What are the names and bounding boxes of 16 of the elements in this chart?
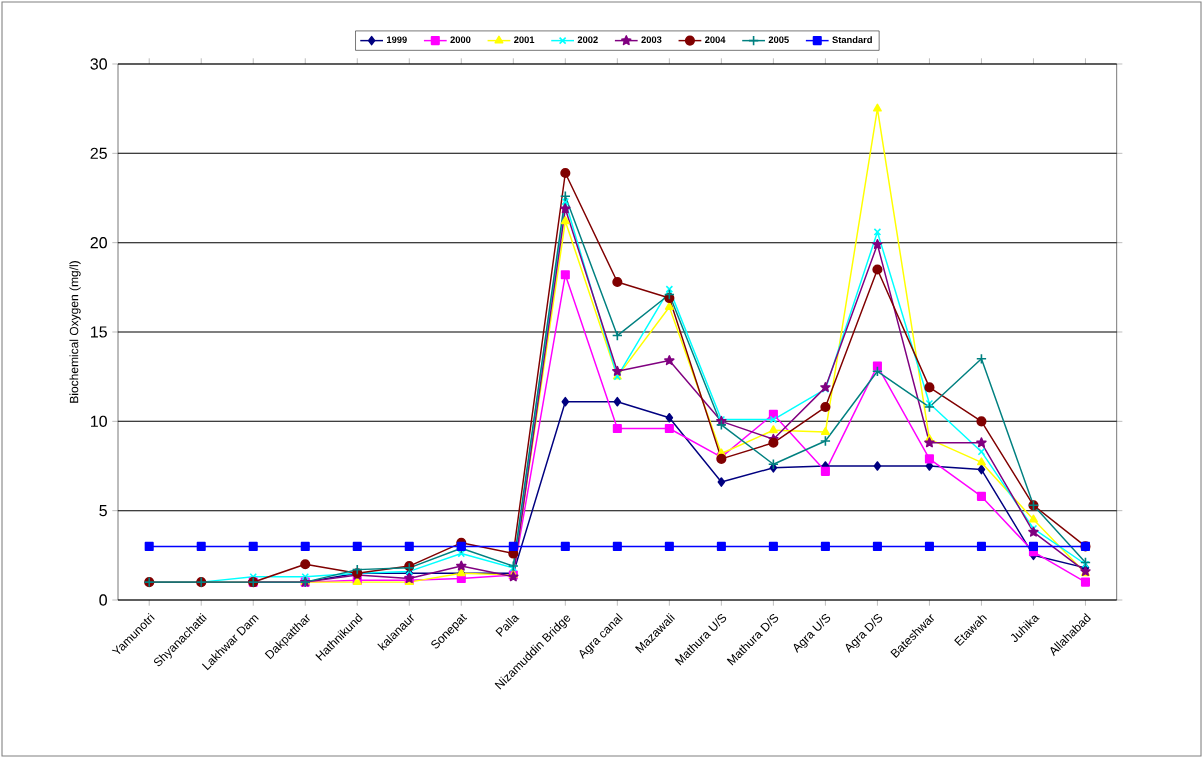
legend-label: 2005 (768, 36, 789, 43)
y-tick-label: 15 (91, 326, 107, 338)
y-tick-label: 10 (91, 415, 107, 427)
legend-label: 2004 (705, 36, 726, 43)
legend-label: 2003 (641, 36, 662, 43)
y-tick-label: 5 (99, 505, 107, 517)
legend-label: 2002 (577, 36, 598, 43)
legend-label: Standard (832, 36, 872, 44)
y-tick-label: 0 (99, 594, 107, 606)
y-tick-label: 20 (90, 237, 107, 249)
y-tick-label: 30 (90, 58, 107, 70)
legend-label: 2000 (450, 36, 471, 43)
legend-label: 1999 (387, 36, 407, 43)
legend-label: 2001 (514, 36, 535, 43)
y-tick-label: 25 (90, 147, 107, 159)
y-axis-title: Biochemical Oxygen (mg/l) (69, 261, 81, 403)
